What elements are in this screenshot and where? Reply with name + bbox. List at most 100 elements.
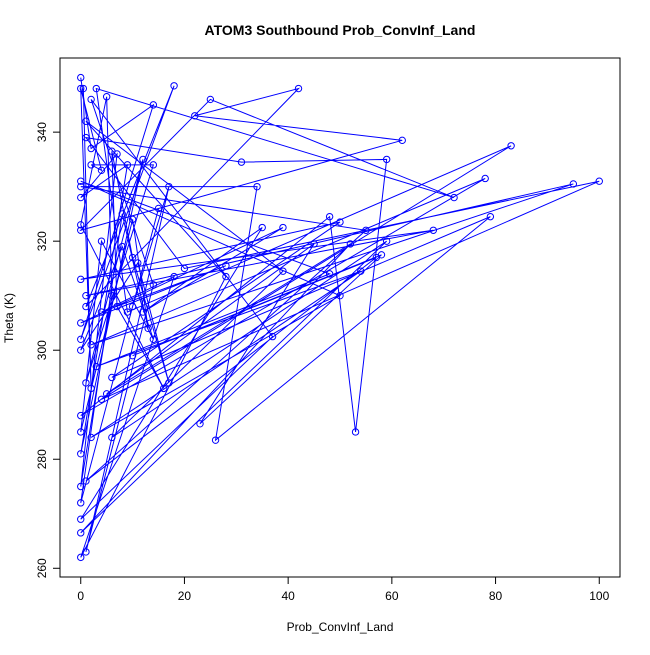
data-point <box>450 193 458 202</box>
data-point <box>144 324 152 333</box>
data-point <box>222 262 230 270</box>
data-point <box>128 215 137 224</box>
data-point <box>222 272 230 281</box>
data-point <box>398 136 406 145</box>
data-point <box>118 210 126 218</box>
data-point <box>82 291 90 300</box>
data-point <box>82 477 90 485</box>
data-point <box>77 319 85 327</box>
data-point <box>154 204 163 213</box>
data-point <box>481 174 489 183</box>
data-point <box>77 84 85 93</box>
data-point <box>382 237 391 245</box>
x-tick-label: 60 <box>385 589 399 603</box>
data-point <box>77 499 85 507</box>
data-point <box>77 428 85 436</box>
data-point <box>123 308 132 316</box>
data-point <box>128 351 137 360</box>
data-point <box>180 264 189 273</box>
y-tick-label: 280 <box>35 449 49 469</box>
x-tick-label: 40 <box>281 589 295 603</box>
data-point <box>294 84 303 93</box>
data-point <box>325 270 334 278</box>
series-line <box>79 77 600 558</box>
data-point <box>165 379 173 387</box>
data-point <box>268 332 277 341</box>
y-tick-label: 260 <box>35 558 49 578</box>
y-axis-label: Theta (K) <box>2 293 16 343</box>
data-point <box>206 95 215 104</box>
data-point <box>77 529 85 537</box>
data-point <box>377 251 386 259</box>
data-point <box>82 133 90 142</box>
data-point <box>97 395 106 403</box>
data-point <box>118 242 126 251</box>
data-point <box>113 302 121 311</box>
data-point <box>279 267 287 275</box>
data-point <box>77 553 85 562</box>
data-point <box>346 240 355 248</box>
data-point <box>108 433 116 442</box>
data-point <box>77 275 85 284</box>
data-point <box>128 302 137 311</box>
y-tick-label: 320 <box>35 231 49 251</box>
data-point <box>87 95 95 104</box>
data-point <box>87 433 95 442</box>
data-point <box>77 450 85 458</box>
data-point <box>77 73 85 82</box>
data-point <box>92 362 100 371</box>
data-point <box>79 84 88 93</box>
data-point <box>139 155 147 164</box>
chart-title: ATOM3 Southbound Prob_ConvInf_Land <box>205 22 476 38</box>
data-point <box>139 308 147 316</box>
data-point <box>196 420 204 428</box>
x-tick-label: 100 <box>589 589 609 603</box>
data-point <box>211 436 220 444</box>
data-point <box>595 177 603 185</box>
data-point <box>486 212 495 221</box>
data-point <box>134 259 142 267</box>
data-point <box>82 379 90 387</box>
data-point <box>160 384 168 393</box>
data-point <box>325 212 334 221</box>
data-point <box>123 161 132 169</box>
data-point <box>113 150 121 158</box>
data-point <box>149 335 158 344</box>
data-point <box>362 226 370 234</box>
data-point <box>97 308 106 316</box>
data-point <box>77 177 85 185</box>
data-point <box>97 166 106 175</box>
data-point <box>253 182 261 191</box>
data-point <box>108 373 116 382</box>
data-point <box>357 267 365 275</box>
data-point <box>87 341 95 349</box>
data-point <box>77 335 85 344</box>
data-point <box>507 142 515 150</box>
data-point <box>569 180 578 188</box>
data-point <box>128 253 137 262</box>
data-point <box>77 182 85 191</box>
data-point <box>97 237 106 245</box>
data-point <box>149 281 158 289</box>
data-point <box>87 384 95 393</box>
data-point <box>382 155 391 164</box>
x-axis-label: Prob_ConvInf_Land <box>287 620 394 634</box>
data-point <box>170 82 178 90</box>
data-point <box>82 548 90 556</box>
y-tick-label: 300 <box>35 340 49 360</box>
data-point <box>102 93 111 101</box>
data-point <box>237 158 246 166</box>
data-point <box>92 84 100 93</box>
data-point <box>191 112 199 120</box>
data-point <box>77 515 85 523</box>
data-point <box>429 226 438 234</box>
y-tick-label: 340 <box>35 122 49 142</box>
data-point <box>87 161 95 169</box>
data-point <box>108 291 116 300</box>
data-point <box>77 411 85 420</box>
data-point <box>77 193 85 202</box>
data-point <box>77 226 85 234</box>
data-point <box>82 302 90 311</box>
data-point <box>149 101 158 109</box>
